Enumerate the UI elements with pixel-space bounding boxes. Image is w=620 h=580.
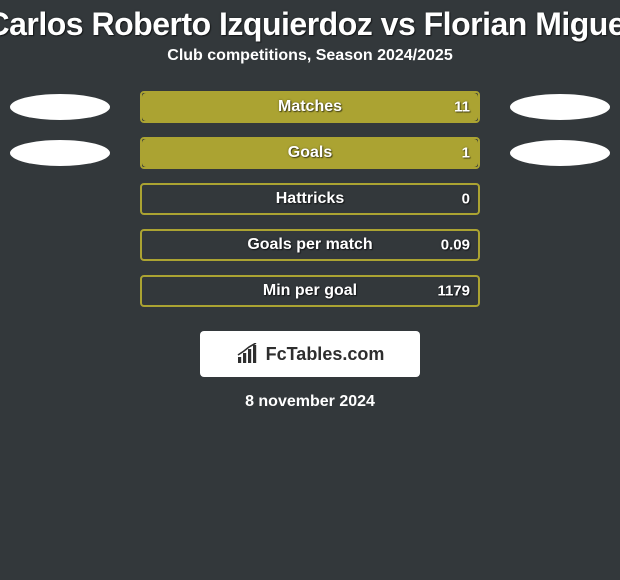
stat-label: Goals per match (247, 236, 372, 254)
page-title: Carlos Roberto Izquierdoz vs Florian Mig… (0, 6, 620, 43)
stat-row: Hattricks 0 (0, 183, 620, 215)
branding-text: FcTables.com (266, 344, 385, 365)
stat-value-right: 0 (462, 191, 470, 208)
stat-label: Min per goal (263, 282, 357, 300)
branding-badge[interactable]: FcTables.com (200, 331, 420, 377)
stat-label: Hattricks (276, 190, 344, 208)
right-marker-ellipse (510, 140, 610, 166)
right-marker-ellipse (510, 94, 610, 120)
stat-track: Hattricks 0 (140, 183, 480, 215)
stat-row: Goals1 (0, 137, 620, 169)
stat-track: Matches11 (140, 91, 480, 123)
stat-track: Goals1 (140, 137, 480, 169)
footer-date: 8 november 2024 (245, 393, 375, 411)
stat-rows: Matches11 Goals1 Hattricks 0 Goals per match… (0, 91, 620, 307)
stat-row: Min per goal 1179 (0, 275, 620, 307)
comparison-card: Carlos Roberto Izquierdoz vs Florian Mig… (0, 0, 620, 411)
stat-row: Goals per match 0.09 (0, 229, 620, 261)
stat-row: Matches11 (0, 91, 620, 123)
stat-fill-right (142, 139, 478, 167)
stat-track: Goals per match 0.09 (140, 229, 480, 261)
bar-chart-icon (236, 343, 260, 365)
left-marker-ellipse (10, 140, 110, 166)
page-subtitle: Club competitions, Season 2024/2025 (167, 47, 452, 65)
stat-value-right: 0.09 (441, 237, 470, 254)
left-marker-ellipse (10, 94, 110, 120)
stat-track: Min per goal 1179 (140, 275, 480, 307)
stat-value-right: 1179 (437, 283, 470, 300)
stat-fill-right (142, 93, 478, 121)
